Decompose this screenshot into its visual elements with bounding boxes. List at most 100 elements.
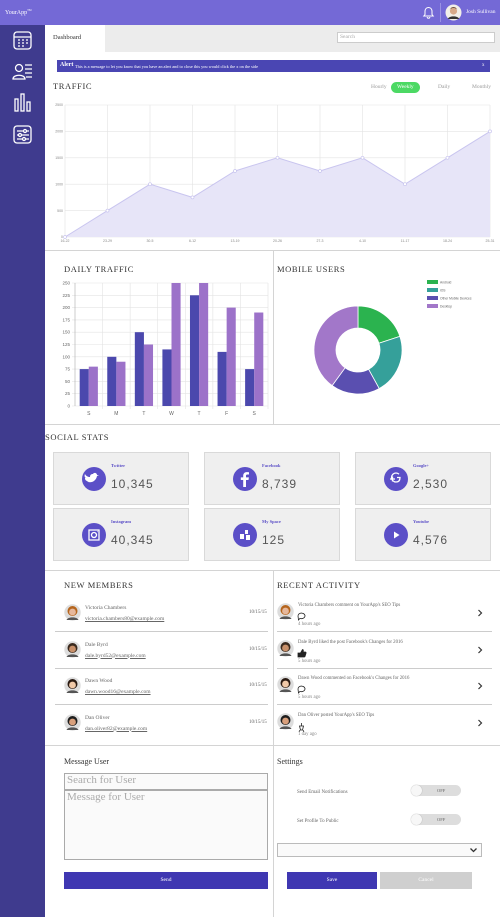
social-count: 8,739 (262, 477, 298, 491)
user-name[interactable]: Josh Sullivan (466, 9, 496, 15)
activity-glyph (298, 722, 305, 732)
social-name: Instagram (111, 519, 131, 524)
social-icon (233, 523, 257, 547)
header (0, 0, 500, 25)
activity-icon (297, 685, 306, 694)
logo[interactable]: YourAppTM (5, 8, 32, 16)
x-tick-label: 25-31 (486, 239, 495, 243)
bar (189, 295, 200, 406)
range-button[interactable]: Hourly (371, 84, 387, 90)
user-search-input[interactable]: Search for User (64, 773, 268, 790)
avatar-body (66, 690, 79, 693)
setting-label: Send Email Notifications (297, 790, 348, 795)
user-avatar[interactable] (445, 4, 462, 21)
member-email[interactable]: dawn.wood16@example.com (85, 689, 151, 695)
toggle[interactable]: OFF (411, 785, 461, 796)
range-button[interactable]: Monthly (472, 84, 491, 90)
point (403, 182, 407, 187)
range-button[interactable]: Weekly (391, 82, 420, 93)
avatar (277, 712, 294, 730)
x-tick-label: 20-26 (273, 239, 282, 243)
social-icon (82, 523, 106, 547)
point (445, 155, 450, 160)
y-tick-label: 125 (62, 342, 70, 347)
toggle-knob (411, 814, 422, 825)
message-title: Message User (64, 757, 110, 766)
divider (45, 745, 500, 746)
send-button[interactable]: Send (64, 872, 268, 889)
icon-glyph (390, 472, 401, 483)
activity-glyph (297, 612, 306, 621)
activity-text: Dawn Wood commented on Facebook's Change… (298, 676, 410, 681)
activity-time: 4 hours ago (298, 622, 321, 627)
alert-message: This is a message to let you know that y… (75, 64, 259, 69)
settings-icon[interactable] (13, 125, 32, 144)
y-tick-label: 25 (65, 391, 71, 396)
avatar (64, 713, 81, 731)
avatar-face (282, 717, 289, 724)
activity-glyph (297, 685, 306, 694)
member-email[interactable]: victoria.chambers80@example.com (85, 616, 165, 622)
save-button[interactable]: Save (287, 872, 377, 889)
avatar-face (282, 607, 289, 615)
point (233, 169, 237, 173)
y-tick-label: 1500 (55, 156, 63, 160)
bar (134, 332, 144, 406)
chevron[interactable] (477, 682, 483, 690)
social-count: 2,530 (413, 477, 449, 491)
toggle[interactable]: OFF (411, 814, 461, 825)
stats-icon[interactable] (14, 93, 31, 112)
row-divider (277, 631, 492, 632)
row-divider (55, 704, 268, 705)
activity-time: 5 hours ago (298, 695, 321, 700)
member-date: 10/15/15 (249, 683, 267, 688)
point (488, 129, 492, 134)
member-name: Dale Byrd (85, 641, 108, 648)
chevron[interactable] (477, 719, 483, 727)
x-tick-label: 6-12 (189, 239, 196, 243)
tab[interactable] (45, 25, 105, 52)
x-tick-label: F (225, 411, 228, 417)
y-tick-label: 0 (67, 404, 70, 409)
calendar-icon[interactable] (13, 31, 32, 50)
message-input[interactable]: Message for User (64, 790, 268, 860)
icon-glyph (240, 530, 250, 540)
legend-label: Android (440, 280, 452, 284)
activity-text: Victoria Chambers comment on YourApp's S… (298, 603, 401, 608)
avatar-face (282, 680, 289, 688)
social-icon (384, 523, 408, 547)
social-card: Twitter 10,345 (53, 452, 189, 505)
legend-swatch (427, 304, 438, 308)
x-tick-label: S (253, 411, 257, 417)
alert-close[interactable]: x (482, 63, 485, 68)
new-members-title: NEW MEMBERS (64, 580, 134, 590)
social-count: 4,576 (413, 533, 449, 547)
avatar-body (279, 689, 292, 692)
search-input[interactable]: Search (337, 32, 495, 43)
settings-select[interactable] (277, 843, 482, 857)
bell-icon[interactable] (422, 6, 435, 19)
chevron-path (478, 646, 483, 653)
y-tick-label: 150 (62, 330, 70, 335)
range-button[interactable]: Daily (438, 84, 451, 90)
social-card: Google+ 2,530 (355, 452, 491, 505)
social-name: Google+ (413, 463, 430, 468)
users-icon[interactable] (12, 63, 32, 80)
tab-label[interactable]: Dashboard (53, 34, 82, 41)
recent-activity-title: RECENT ACTIVITY (277, 580, 361, 590)
chevron[interactable] (477, 646, 483, 654)
social-icon (233, 467, 257, 491)
icon-bg (384, 467, 408, 491)
cancel-button[interactable]: Cancel (380, 872, 472, 889)
member-email[interactable]: dale.byrd52@example.com (85, 652, 146, 659)
chevron-path (478, 682, 483, 690)
x-tick-label: W (169, 411, 174, 417)
avatar-body (279, 725, 292, 729)
member-email[interactable]: dan.oliver82@example.com (85, 725, 148, 732)
chevron[interactable] (477, 609, 483, 617)
icon-glyph (240, 472, 249, 487)
avatar (277, 639, 294, 657)
divider (273, 570, 274, 917)
social-count: 125 (262, 533, 286, 547)
social-name: My Space (262, 519, 281, 524)
